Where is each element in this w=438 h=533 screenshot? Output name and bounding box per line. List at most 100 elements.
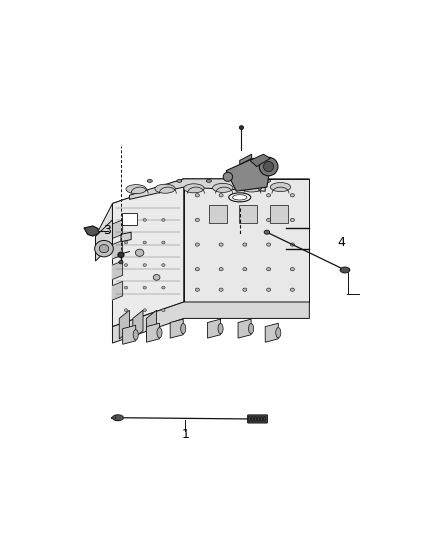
Ellipse shape — [157, 328, 162, 338]
Ellipse shape — [223, 172, 233, 181]
Ellipse shape — [147, 180, 152, 182]
Polygon shape — [84, 226, 99, 236]
Ellipse shape — [219, 243, 223, 246]
Ellipse shape — [243, 219, 247, 222]
Ellipse shape — [243, 288, 247, 292]
Ellipse shape — [243, 268, 247, 271]
Polygon shape — [146, 323, 159, 342]
Ellipse shape — [195, 268, 199, 271]
Ellipse shape — [143, 241, 146, 244]
Ellipse shape — [260, 416, 263, 422]
Polygon shape — [170, 319, 183, 338]
Ellipse shape — [124, 264, 128, 266]
Ellipse shape — [249, 324, 254, 334]
Ellipse shape — [212, 183, 233, 192]
Ellipse shape — [143, 219, 146, 221]
Ellipse shape — [219, 288, 223, 292]
Ellipse shape — [340, 267, 350, 273]
Ellipse shape — [257, 416, 260, 422]
Ellipse shape — [181, 324, 186, 334]
Ellipse shape — [248, 416, 251, 422]
Ellipse shape — [270, 183, 291, 191]
Ellipse shape — [124, 241, 128, 244]
Ellipse shape — [124, 286, 128, 289]
FancyBboxPatch shape — [270, 205, 288, 223]
Ellipse shape — [195, 288, 199, 292]
Ellipse shape — [290, 288, 294, 292]
Ellipse shape — [264, 230, 270, 235]
FancyBboxPatch shape — [208, 205, 227, 223]
Ellipse shape — [236, 180, 241, 182]
Text: 3: 3 — [103, 224, 111, 237]
Ellipse shape — [162, 286, 165, 289]
Ellipse shape — [133, 329, 138, 340]
Ellipse shape — [184, 184, 204, 193]
Ellipse shape — [267, 288, 271, 292]
Polygon shape — [133, 310, 143, 339]
Ellipse shape — [219, 219, 223, 222]
Polygon shape — [113, 220, 123, 238]
Ellipse shape — [195, 193, 199, 197]
Text: 1: 1 — [181, 427, 189, 441]
Ellipse shape — [229, 193, 251, 202]
Ellipse shape — [254, 416, 257, 422]
Ellipse shape — [113, 415, 124, 421]
Ellipse shape — [162, 309, 165, 312]
Ellipse shape — [162, 219, 165, 221]
Ellipse shape — [99, 245, 109, 253]
Ellipse shape — [251, 416, 254, 422]
Ellipse shape — [290, 243, 294, 246]
Ellipse shape — [219, 268, 223, 271]
Ellipse shape — [267, 193, 271, 197]
Ellipse shape — [218, 324, 223, 334]
Polygon shape — [113, 261, 123, 279]
Polygon shape — [238, 319, 251, 338]
Ellipse shape — [195, 219, 199, 222]
Ellipse shape — [155, 184, 175, 193]
Ellipse shape — [259, 157, 278, 176]
Ellipse shape — [240, 126, 244, 130]
Polygon shape — [113, 240, 123, 259]
Ellipse shape — [195, 243, 199, 246]
Ellipse shape — [290, 193, 294, 197]
Ellipse shape — [126, 184, 146, 193]
Ellipse shape — [264, 161, 274, 172]
Ellipse shape — [143, 309, 146, 312]
Ellipse shape — [267, 243, 271, 246]
Ellipse shape — [143, 264, 146, 266]
Ellipse shape — [124, 309, 128, 312]
Polygon shape — [113, 179, 309, 220]
Polygon shape — [121, 232, 131, 241]
Ellipse shape — [263, 416, 266, 422]
Ellipse shape — [290, 268, 294, 271]
Polygon shape — [113, 179, 184, 327]
Ellipse shape — [219, 193, 223, 197]
Ellipse shape — [162, 264, 165, 266]
Polygon shape — [184, 179, 309, 302]
Polygon shape — [250, 154, 270, 166]
Ellipse shape — [135, 249, 144, 256]
FancyBboxPatch shape — [122, 213, 137, 225]
Ellipse shape — [119, 261, 123, 264]
Text: 4: 4 — [338, 236, 346, 249]
Polygon shape — [146, 310, 157, 339]
Polygon shape — [208, 319, 221, 338]
Polygon shape — [123, 325, 136, 344]
Ellipse shape — [95, 240, 113, 257]
FancyBboxPatch shape — [239, 205, 258, 223]
Ellipse shape — [267, 219, 271, 222]
Ellipse shape — [267, 268, 271, 271]
Ellipse shape — [177, 180, 182, 182]
Polygon shape — [226, 158, 270, 191]
Polygon shape — [113, 281, 123, 300]
Ellipse shape — [162, 241, 165, 244]
Ellipse shape — [118, 252, 124, 257]
Ellipse shape — [153, 274, 160, 280]
Ellipse shape — [243, 193, 247, 197]
Ellipse shape — [265, 180, 271, 182]
Ellipse shape — [206, 180, 212, 182]
Polygon shape — [240, 154, 251, 165]
FancyBboxPatch shape — [247, 415, 268, 423]
Polygon shape — [113, 302, 309, 343]
Ellipse shape — [276, 328, 281, 338]
